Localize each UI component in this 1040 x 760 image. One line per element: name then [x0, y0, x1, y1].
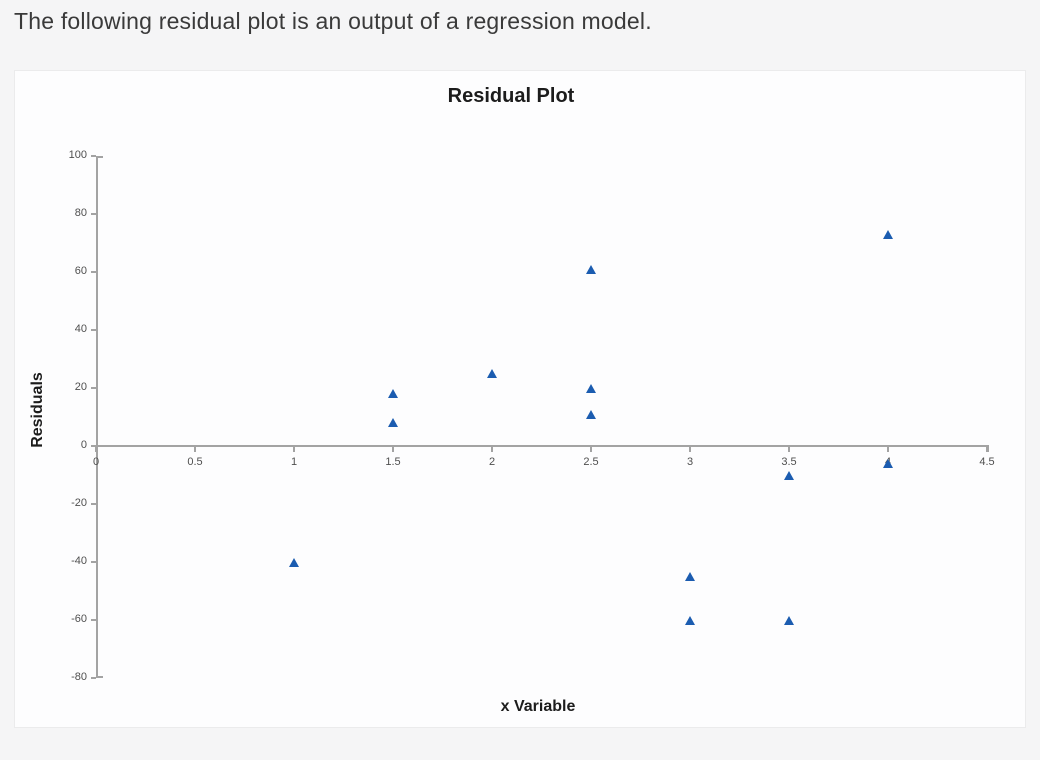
y-axis-tick-label: 80 [74, 207, 87, 219]
page-heading: The following residual plot is an output… [14, 8, 652, 34]
x-axis-tick [95, 447, 97, 452]
y-axis-tick-label: 60 [74, 265, 87, 277]
y-axis-tick [91, 619, 96, 621]
y-axis-tick [91, 213, 96, 215]
x-axis-tick [689, 447, 691, 452]
x-axis-tick-label: 3 [686, 456, 694, 468]
data-point-marker [883, 229, 893, 239]
x-axis-tick [491, 447, 493, 452]
x-axis-tick [887, 447, 889, 452]
x-axis-tick [293, 447, 295, 452]
data-point-marker [289, 557, 299, 567]
y-axis-tick-label: 0 [80, 439, 87, 451]
x-axis-tick-label: 2 [488, 456, 496, 468]
x-axis-line [96, 445, 989, 447]
x-axis-right-cap [987, 445, 989, 452]
y-axis-tick [91, 561, 96, 563]
x-axis-title: x Variable [500, 698, 576, 715]
y-axis-top-cap [96, 156, 103, 158]
y-axis-tick-label: 100 [68, 149, 87, 161]
y-axis-title: Residuals [29, 372, 46, 448]
y-axis-tick [91, 155, 96, 157]
data-point-marker [487, 369, 497, 378]
x-axis-tick-label: 0 [92, 456, 100, 468]
data-point-marker [784, 615, 794, 625]
chart-title: Residual Plot [447, 85, 575, 107]
y-axis-tick [91, 387, 96, 389]
data-point-marker [685, 615, 695, 625]
x-axis-tick [590, 447, 592, 452]
x-axis-tick-label: 0.5 [187, 456, 203, 468]
y-axis-tick [91, 329, 96, 331]
x-axis-tick [986, 447, 988, 452]
y-axis-tick-label: -40 [71, 555, 87, 567]
data-point-marker [586, 383, 596, 393]
y-axis-tick-label: -60 [71, 613, 87, 625]
x-axis-tick-label: 1 [290, 456, 298, 468]
plot-area: 100 80 60 40 20 0 -20 -40 -60 -80 0 0.5 1 1.5 2 2.5 3 3.5… [15, 71, 1027, 729]
x-axis-tick [392, 447, 394, 452]
y-axis-tick [91, 271, 96, 273]
data-point-marker [784, 470, 794, 480]
data-point-marker [586, 409, 596, 419]
y-axis-tick-label: 40 [74, 323, 87, 335]
y-axis-line [96, 156, 98, 678]
y-axis-tick [91, 445, 96, 447]
x-axis-tick-label: 3.5 [781, 456, 797, 468]
y-axis-tick [91, 503, 96, 505]
data-point-marker [388, 418, 398, 428]
y-axis-tick-label: -80 [71, 671, 87, 683]
y-axis-tick [91, 677, 96, 679]
y-axis-tick-label: 20 [74, 381, 87, 393]
y-axis-tick-label: -20 [71, 497, 87, 509]
x-axis-tick-label: 2.5 [583, 456, 599, 468]
data-point-marker [388, 389, 398, 399]
x-axis-tick [788, 447, 790, 452]
x-axis-tick-label: 1.5 [385, 456, 401, 468]
data-point-marker [685, 572, 695, 581]
data-point-marker [883, 458, 893, 468]
x-axis-tick-label: 4.5 [979, 456, 995, 468]
y-axis-bottom-cap [96, 676, 103, 678]
x-axis-tick [194, 447, 196, 452]
data-point-marker [586, 264, 596, 274]
residual-plot-chart: Residual Plot 100 80 60 40 20 0 -20 -40 -60 -80 0 0… [14, 70, 1026, 728]
